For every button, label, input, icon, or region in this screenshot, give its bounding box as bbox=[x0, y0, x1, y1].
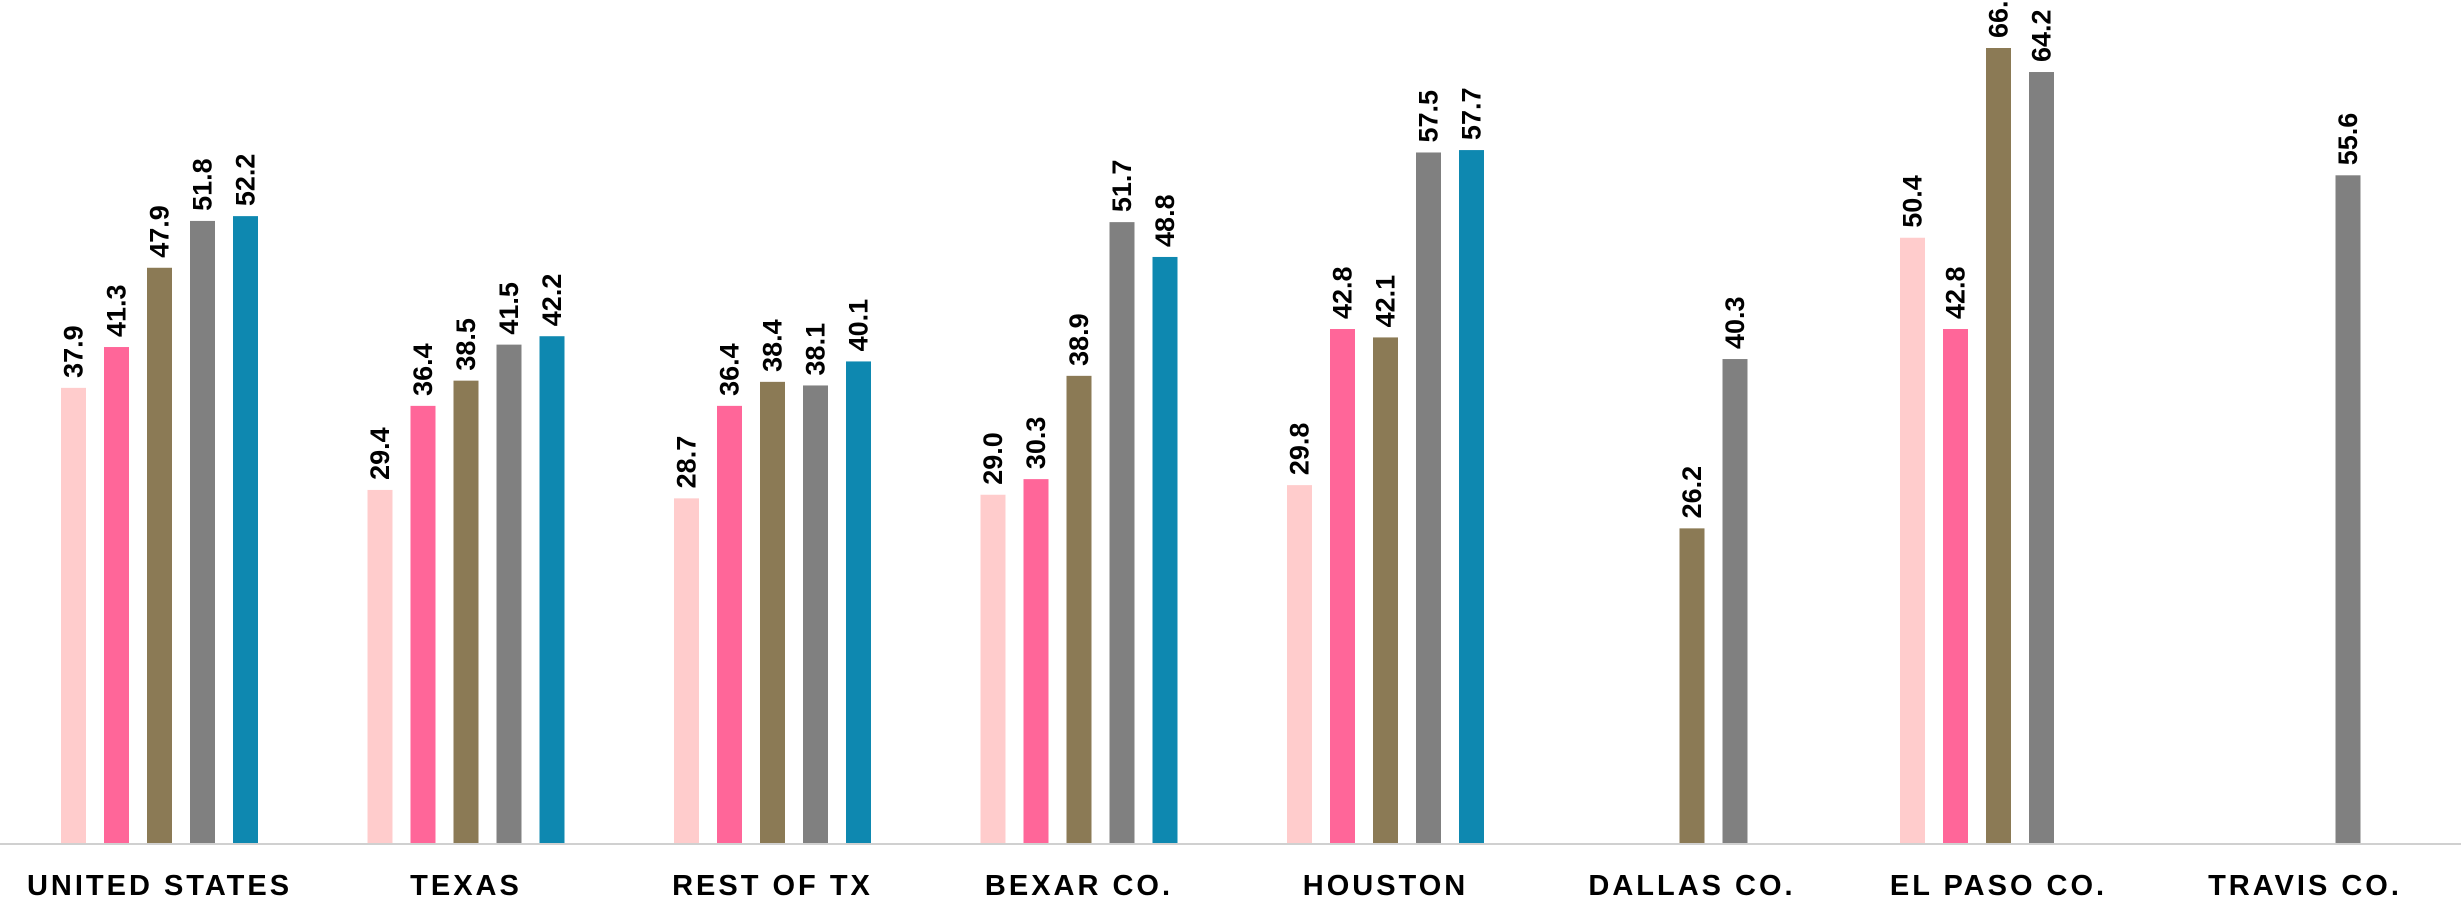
bar-3-4 bbox=[1152, 256, 1178, 843]
value-label-6-2: 66.2 bbox=[1984, 0, 2014, 38]
value-labels-layer: 37.9 41.3 47.9 51.8 52.2 29.4 36.4 38.5 41.5 42.2… bbox=[59, 0, 2364, 518]
value-label-0-0: 37.9 bbox=[59, 325, 89, 378]
value-label-3-4: 48.8 bbox=[1150, 194, 1180, 247]
bar-5-2 bbox=[1679, 528, 1705, 843]
value-label-1-2: 38.5 bbox=[451, 318, 481, 371]
category-label-5: DALLAS CO. bbox=[1588, 870, 1795, 898]
value-label-4-4: 57.7 bbox=[1457, 88, 1487, 141]
value-label-2-3: 38.1 bbox=[801, 323, 831, 376]
category-label-2: REST OF TX bbox=[672, 870, 873, 898]
value-label-3-0: 29.0 bbox=[978, 432, 1008, 485]
category-label-7: TRAVIS CO. bbox=[2208, 870, 2402, 898]
bar-3-1 bbox=[1023, 479, 1049, 843]
value-label-0-1: 41.3 bbox=[102, 284, 132, 337]
value-label-1-1: 36.4 bbox=[408, 343, 438, 396]
value-label-4-2: 42.1 bbox=[1371, 275, 1401, 328]
bar-2-0 bbox=[674, 498, 699, 843]
bar-4-1 bbox=[1330, 329, 1355, 843]
bar-1-4 bbox=[539, 336, 565, 843]
value-label-0-3: 51.8 bbox=[188, 158, 218, 211]
bar-2-1 bbox=[717, 405, 742, 843]
value-label-4-3: 57.5 bbox=[1414, 90, 1444, 143]
bar-6-2 bbox=[1986, 48, 2011, 843]
category-label-4: HOUSTON bbox=[1303, 870, 1468, 898]
value-label-1-0: 29.4 bbox=[365, 427, 395, 480]
bar-0-3 bbox=[190, 220, 215, 843]
bars-layer bbox=[61, 48, 2361, 844]
bar-1-1 bbox=[410, 405, 436, 843]
value-label-2-2: 38.4 bbox=[758, 319, 788, 372]
value-label-1-3: 41.5 bbox=[494, 282, 524, 335]
value-label-4-0: 29.8 bbox=[1285, 423, 1315, 476]
category-label-6: EL PASO CO. bbox=[1890, 870, 2107, 898]
value-label-3-3: 51.7 bbox=[1107, 160, 1137, 213]
bar-3-2 bbox=[1066, 375, 1092, 843]
bar-4-2 bbox=[1373, 337, 1398, 843]
value-label-1-4: 42.2 bbox=[537, 274, 567, 327]
bar-0-4 bbox=[233, 216, 258, 843]
bar-1-0 bbox=[367, 489, 393, 843]
category-label-3: BEXAR CO. bbox=[985, 870, 1173, 898]
value-label-6-1: 42.8 bbox=[1941, 266, 1971, 319]
bar-2-4 bbox=[846, 361, 871, 843]
bar-7-3 bbox=[2335, 175, 2361, 843]
category-label-1: TEXAS bbox=[410, 870, 522, 898]
value-label-3-1: 30.3 bbox=[1021, 417, 1051, 470]
bar-2-2 bbox=[760, 381, 785, 843]
bar-3-3 bbox=[1109, 222, 1135, 844]
bar-0-1 bbox=[104, 347, 129, 843]
value-label-7-3: 55.6 bbox=[2333, 113, 2363, 166]
bar-0-2 bbox=[147, 267, 172, 843]
bar-5-3 bbox=[1722, 359, 1748, 843]
bar-0-0 bbox=[61, 387, 86, 843]
value-label-4-1: 42.8 bbox=[1328, 266, 1358, 319]
bar-6-1 bbox=[1943, 329, 1968, 843]
value-label-5-2: 26.2 bbox=[1677, 466, 1707, 519]
value-label-2-1: 36.4 bbox=[715, 343, 745, 396]
value-label-3-2: 38.9 bbox=[1064, 313, 1094, 366]
category-label-0: UNITED STATES bbox=[27, 870, 292, 898]
bar-6-0 bbox=[1900, 237, 1925, 843]
value-label-0-2: 47.9 bbox=[145, 205, 175, 258]
bar-3-0 bbox=[980, 494, 1006, 843]
bar-6-3 bbox=[2029, 72, 2054, 843]
value-label-2-0: 28.7 bbox=[672, 436, 702, 489]
bar-2-3 bbox=[803, 385, 828, 843]
value-label-6-3: 64.2 bbox=[2027, 9, 2057, 62]
value-label-5-3: 40.3 bbox=[1720, 296, 1750, 349]
bar-4-0 bbox=[1287, 485, 1312, 843]
bar-4-4 bbox=[1459, 150, 1484, 844]
category-labels-layer: UNITED STATES TEXAS REST OF TX BEXAR CO. HOU… bbox=[27, 870, 2402, 898]
bar-1-2 bbox=[453, 380, 479, 843]
value-label-2-4: 40.1 bbox=[844, 299, 874, 352]
bar-4-3 bbox=[1416, 152, 1441, 843]
bar-1-3 bbox=[496, 344, 522, 843]
value-label-0-4: 52.2 bbox=[231, 154, 261, 207]
value-label-6-0: 50.4 bbox=[1898, 175, 1928, 228]
